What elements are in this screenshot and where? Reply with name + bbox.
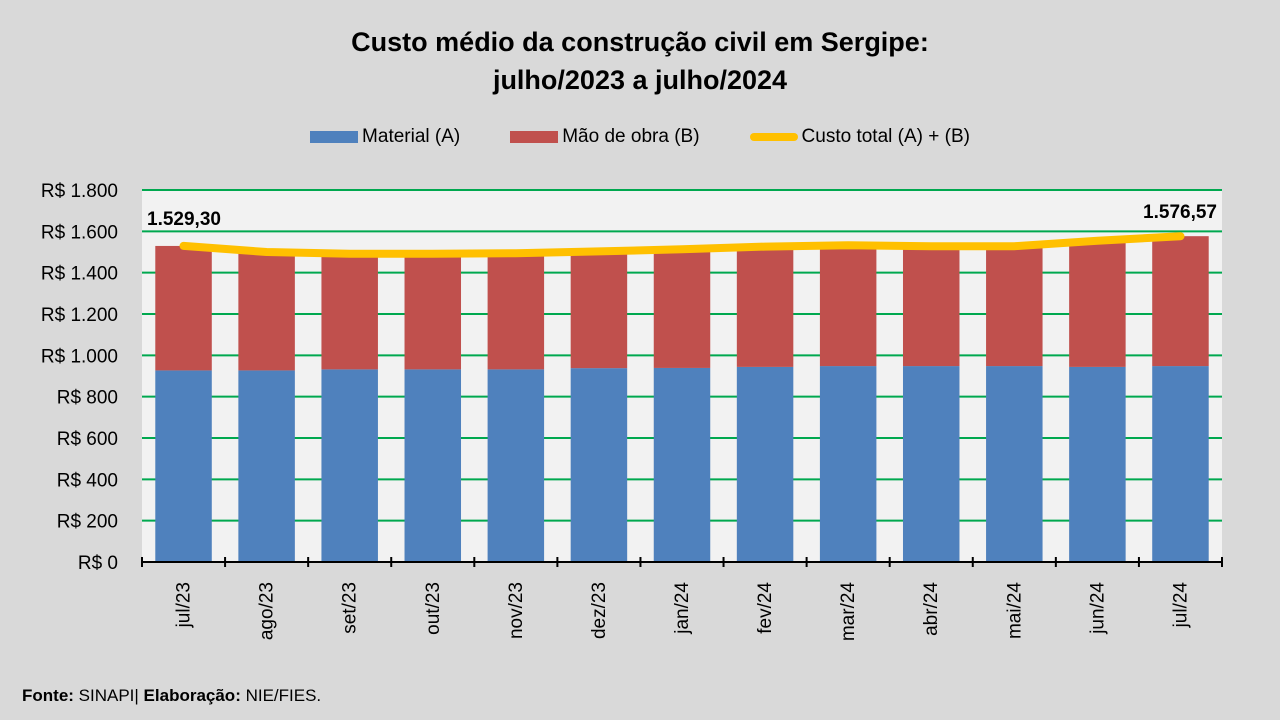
bar-material — [902, 366, 960, 562]
bar-mao-de-obra — [238, 252, 295, 371]
bar-mao-de-obra — [404, 253, 462, 370]
y-tick-label: R$ 0 — [78, 553, 118, 574]
y-tick-label: R$ 1.000 — [41, 346, 118, 367]
line-custo-total — [179, 232, 1185, 258]
bar-mao-de-obra — [487, 253, 545, 370]
x-tick-label: ago/23 — [257, 582, 278, 640]
legend-label-material: Material (A) — [362, 126, 461, 147]
data-label-total: 1.576,57 — [1143, 202, 1217, 223]
x-tick-label: fev/24 — [755, 582, 776, 634]
bar-mao-de-obra — [902, 246, 960, 367]
bar-material — [570, 368, 628, 562]
bar-material — [819, 366, 877, 562]
bar-material — [653, 367, 711, 562]
x-tick-label: abr/24 — [921, 582, 942, 636]
legend-swatch-mao-de-obra — [510, 131, 559, 143]
x-tick-label: jul/24 — [1170, 582, 1191, 629]
elaboration-value: NIE/FIES. — [240, 686, 322, 705]
y-tick-label: R$ 1.800 — [41, 181, 118, 202]
bar-material — [1152, 366, 1209, 562]
bar-mao-de-obra — [986, 246, 1043, 367]
y-tick-label: R$ 1.200 — [41, 305, 118, 326]
y-tick-label: R$ 800 — [57, 388, 118, 409]
y-tick-label: R$ 1.600 — [41, 222, 118, 243]
x-tick-label: nov/23 — [506, 582, 527, 639]
chart-title: Custo médio da construção civil em Sergi… — [351, 27, 929, 57]
x-tick-label: mai/24 — [1004, 582, 1025, 639]
legend-label-custo-total: Custo total (A) + (B) — [801, 126, 970, 147]
bar-material — [487, 369, 545, 562]
legend-item-material: Material (A) — [310, 126, 460, 148]
bar-material — [321, 369, 378, 562]
bar-mao-de-obra — [819, 245, 877, 367]
bar-material — [404, 369, 462, 562]
bar-mao-de-obra — [1069, 240, 1126, 367]
legend-item-mao-de-obra: Mão de obra (B) — [510, 126, 700, 148]
x-tick-label: jun/24 — [1087, 582, 1108, 635]
x-tick-label: set/23 — [340, 582, 361, 634]
x-tick-label: mar/24 — [838, 582, 859, 642]
chart-subtitle: julho/2023 a julho/2024 — [492, 65, 788, 95]
y-tick-label: R$ 1.400 — [41, 264, 118, 285]
y-tick-label: R$ 600 — [57, 429, 118, 450]
legend: Material (A) Mão de obra (B) Custo total… — [0, 126, 1280, 148]
elaboration-label: Elaboração: — [143, 686, 241, 705]
bar-mao-de-obra — [570, 251, 628, 369]
bar-material — [155, 370, 212, 562]
bar-mao-de-obra — [321, 253, 378, 370]
legend-label-mao-de-obra: Mão de obra (B) — [562, 126, 700, 147]
x-tick-label: jan/24 — [672, 582, 693, 635]
y-tick-label: R$ 200 — [57, 512, 118, 533]
legend-swatch-material — [310, 131, 359, 143]
x-tick-label: jul/23 — [174, 582, 195, 628]
bar-mao-de-obra — [736, 246, 794, 367]
y-tick-label: R$ 400 — [57, 470, 118, 491]
bar-material — [986, 366, 1043, 562]
bar-mao-de-obra — [155, 245, 212, 371]
source-value: SINAPI| — [73, 686, 144, 705]
data-label-total: 1.529,30 — [147, 209, 221, 230]
bar-mao-de-obra — [653, 249, 711, 368]
bar-material — [1069, 366, 1126, 562]
footer-source: Fonte: SINAPI| Elaboração: NIE/FIES. — [22, 686, 321, 706]
bar-material — [238, 370, 295, 562]
x-tick-label: dez/23 — [589, 582, 610, 639]
source-label: Fonte: — [22, 686, 74, 705]
bar-mao-de-obra — [1152, 236, 1209, 367]
legend-swatch-custo-total — [749, 133, 798, 141]
bar-material — [736, 366, 794, 562]
legend-item-custo-total: Custo total (A) + (B) — [749, 126, 970, 148]
x-tick-label: out/23 — [423, 582, 444, 635]
